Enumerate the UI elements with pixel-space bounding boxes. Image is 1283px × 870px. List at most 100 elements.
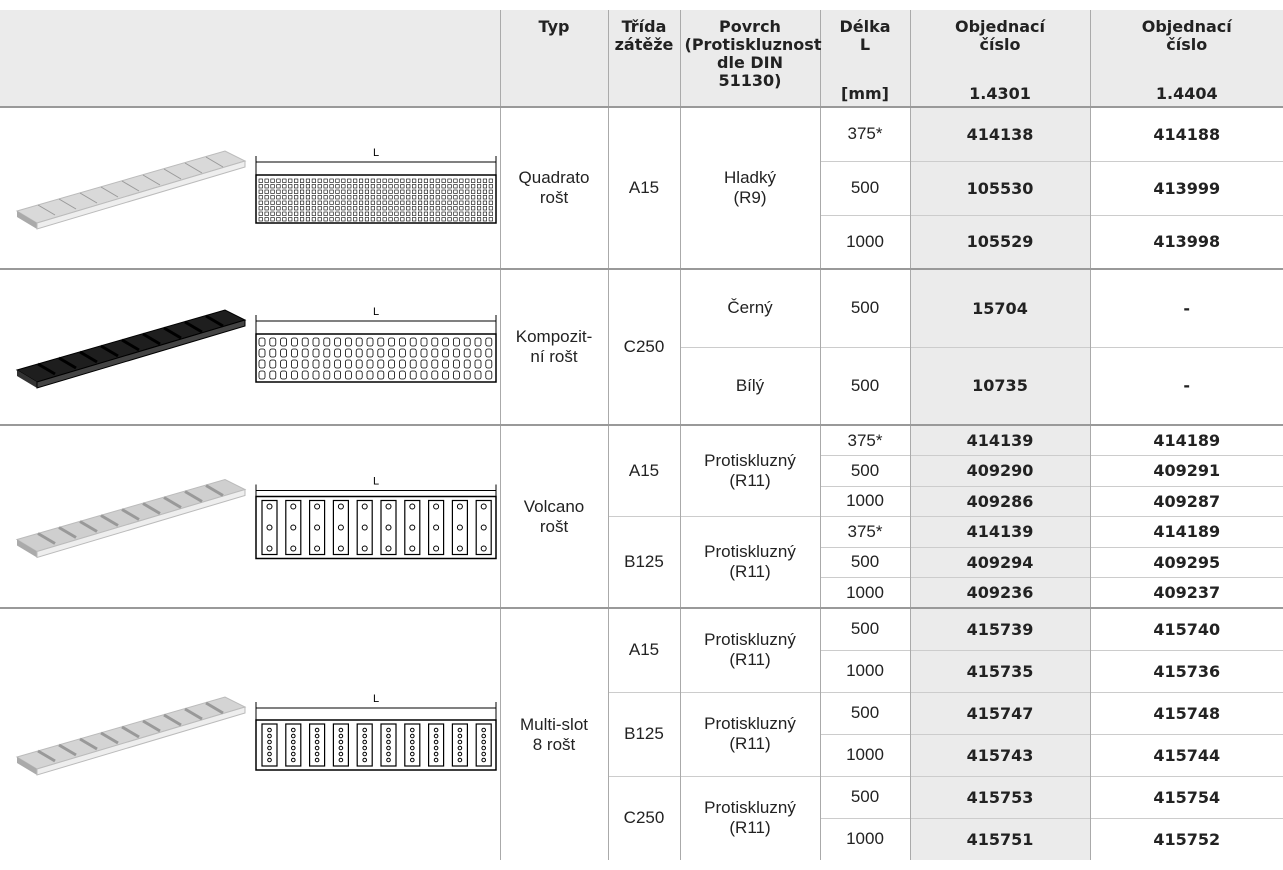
hole [291, 727, 296, 733]
slot [269, 359, 277, 369]
hole [453, 184, 458, 189]
hole [394, 211, 399, 216]
slot [474, 370, 482, 380]
hole [264, 206, 269, 211]
slot [301, 370, 309, 380]
hole [388, 211, 393, 216]
type-cell: Multi-slot 8 rošt [499, 607, 608, 860]
hole [465, 178, 470, 183]
slot [308, 499, 326, 556]
product-photo [15, 478, 247, 559]
hole [406, 200, 411, 205]
hole [329, 178, 334, 183]
hole [335, 200, 340, 205]
hole [288, 189, 293, 194]
grate-outline [255, 333, 497, 383]
type-cell: Quadrato rošt [499, 106, 608, 269]
hole [488, 200, 493, 205]
order-number: 414189 [1089, 424, 1283, 456]
hole [433, 545, 440, 552]
order-number: 414188 [1089, 106, 1283, 161]
surface-cell: Protiskluzný (R11) [679, 516, 820, 608]
hole [465, 206, 470, 211]
image-cell: L [0, 268, 500, 425]
slot [291, 370, 298, 380]
hole [267, 751, 272, 757]
hole [267, 745, 272, 751]
hole [317, 200, 322, 205]
hole [353, 200, 358, 205]
hole [311, 217, 316, 222]
hole [264, 189, 269, 194]
slot [291, 359, 298, 369]
hole [311, 184, 316, 189]
hole [264, 200, 269, 205]
slot [366, 337, 374, 347]
header-material: 1.4404 [1089, 82, 1283, 107]
hole [418, 178, 423, 183]
load-class-cell: B125 [607, 691, 680, 776]
load-class-cell: A15 [607, 607, 680, 692]
hole [481, 733, 486, 739]
hole [323, 206, 328, 211]
slot [428, 499, 445, 556]
grate-front [36, 319, 246, 389]
slot [377, 337, 385, 347]
hole [314, 727, 320, 733]
hole [276, 217, 281, 222]
slot [280, 370, 288, 380]
hole [459, 211, 464, 216]
hole [347, 211, 352, 216]
hole [258, 211, 263, 216]
order-number: 413999 [1089, 160, 1283, 215]
slot [312, 348, 320, 358]
hole [480, 503, 487, 510]
hole [305, 184, 311, 189]
order-number: 415751 [909, 817, 1090, 860]
hole [347, 184, 352, 189]
slot [463, 337, 471, 347]
header-surface: Povrch (Protiskluznost dle DIN 51130) [679, 10, 821, 107]
hole [270, 195, 275, 200]
dimension-label: L [373, 476, 379, 488]
hole [457, 757, 463, 763]
type-cell: Volcano rošt [499, 424, 608, 608]
hole [412, 184, 417, 189]
hole [406, 195, 411, 200]
hole [353, 211, 358, 216]
hole [270, 189, 275, 194]
hole [385, 503, 392, 510]
slot [452, 348, 460, 358]
hole [429, 195, 434, 200]
grate-slot [142, 174, 161, 186]
hole [409, 503, 416, 510]
hole [314, 545, 321, 552]
slot [431, 370, 439, 380]
hole [465, 217, 470, 222]
hole [441, 211, 446, 216]
hole [323, 211, 328, 216]
grate-slot [184, 490, 203, 503]
order-number: 15704 [909, 268, 1090, 347]
slot [388, 348, 396, 358]
hole [264, 184, 269, 189]
table-row: L Kompozit- ní rošt C250 Černý 500 15704- [0, 268, 1283, 425]
hole [410, 739, 415, 745]
hole [364, 206, 369, 211]
hole [388, 195, 393, 200]
hole [299, 200, 305, 205]
hole [329, 195, 334, 200]
hole [335, 178, 340, 183]
hole [264, 195, 269, 200]
hole [338, 751, 344, 757]
slot [258, 348, 266, 358]
slot [475, 723, 492, 767]
hole [435, 195, 440, 200]
hole [418, 184, 423, 189]
surface-cell: Bílý [679, 346, 820, 425]
slot [258, 370, 266, 380]
header-material: 1.4301 [909, 82, 1090, 107]
slot [308, 723, 326, 767]
slot [301, 359, 309, 369]
hole [471, 189, 476, 194]
